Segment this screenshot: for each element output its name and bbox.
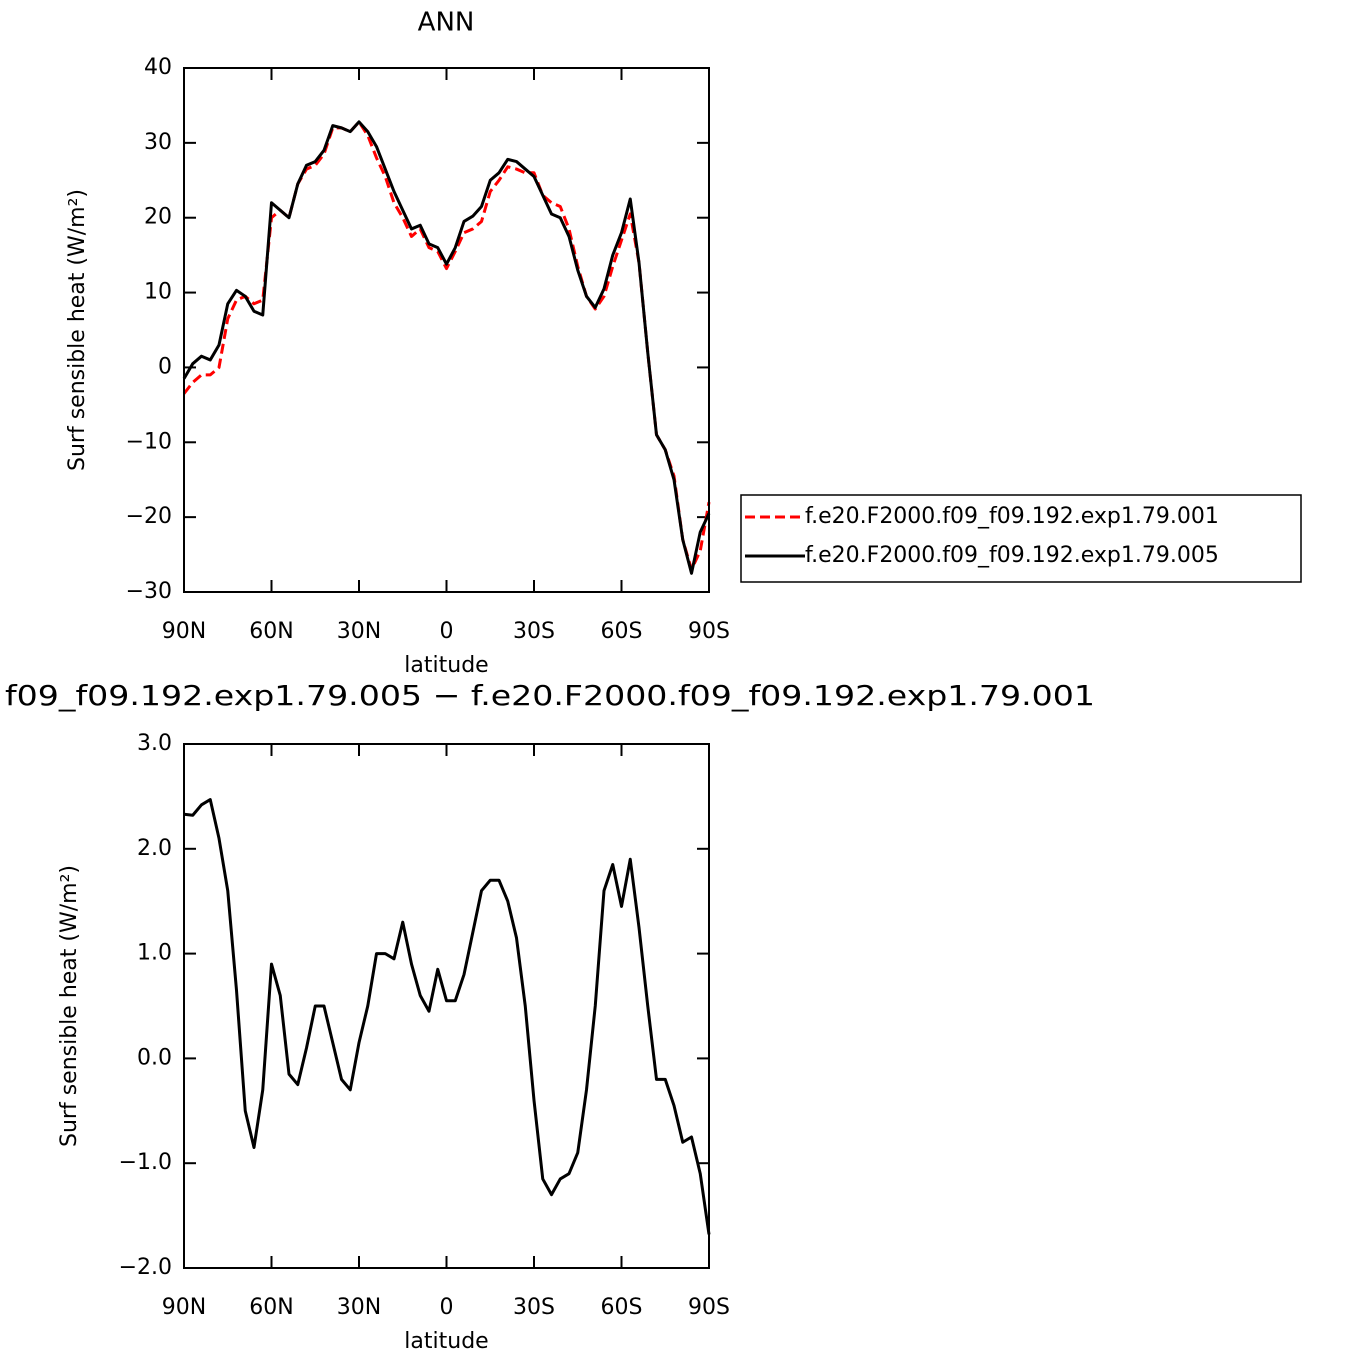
x-axis-label: latitude [404,1329,488,1354]
x-tick-label: 30S [513,1295,555,1320]
y-tick-label: −1.0 [119,1150,172,1175]
y-axis-label: Surf sensible heat (W/m²) [65,189,90,471]
series-line [182,120,711,572]
x-tick-label: 0 [440,1295,454,1320]
x-tick-label: 60N [249,1295,293,1320]
x-tick-label: 60S [601,619,643,644]
legend-label: f.e20.F2000.f09_f09.192.exp1.79.005 [805,543,1219,568]
x-tick-label: 60S [601,1295,643,1320]
y-axis-label: Surf sensible heat (W/m²) [57,865,82,1147]
y-tick-label: 20 [144,205,172,230]
y-tick-label: 2.0 [137,836,172,861]
y-tick-label: −20 [126,504,172,529]
y-tick-label: 1.0 [137,941,172,966]
y-tick-label: 30 [144,130,172,155]
y-tick-label: −2.0 [119,1255,172,1280]
series-line [183,798,711,1235]
legend-label: f.e20.F2000.f09_f09.192.exp1.79.001 [805,504,1219,529]
x-tick-label: 30N [337,619,381,644]
y-tick-label: 40 [144,55,172,80]
x-axis-label: latitude [404,653,488,678]
x-tick-label: 90N [162,1295,206,1320]
x-tick-label: 90S [688,619,730,644]
x-tick-label: 30N [337,1295,381,1320]
legend-box [740,494,1302,583]
y-tick-label: 0.0 [137,1045,172,1070]
chart-title: f09_f09.192.exp1.79.005 − f.e20.F2000.f0… [5,679,1095,712]
y-tick-label: 0 [158,354,172,379]
plot-frame [183,743,710,1269]
y-tick-label: −10 [126,429,172,454]
x-tick-label: 30S [513,619,555,644]
x-tick-label: 0 [440,619,454,644]
chart-title: ANN [418,8,475,38]
x-tick-label: 60N [249,619,293,644]
y-tick-label: 10 [144,280,172,305]
x-tick-label: 90N [162,619,206,644]
series-line [182,120,711,575]
y-tick-label: 3.0 [137,731,172,756]
x-tick-label: 90S [688,1295,730,1320]
y-tick-label: −30 [126,579,172,604]
plot-frame [183,67,710,593]
